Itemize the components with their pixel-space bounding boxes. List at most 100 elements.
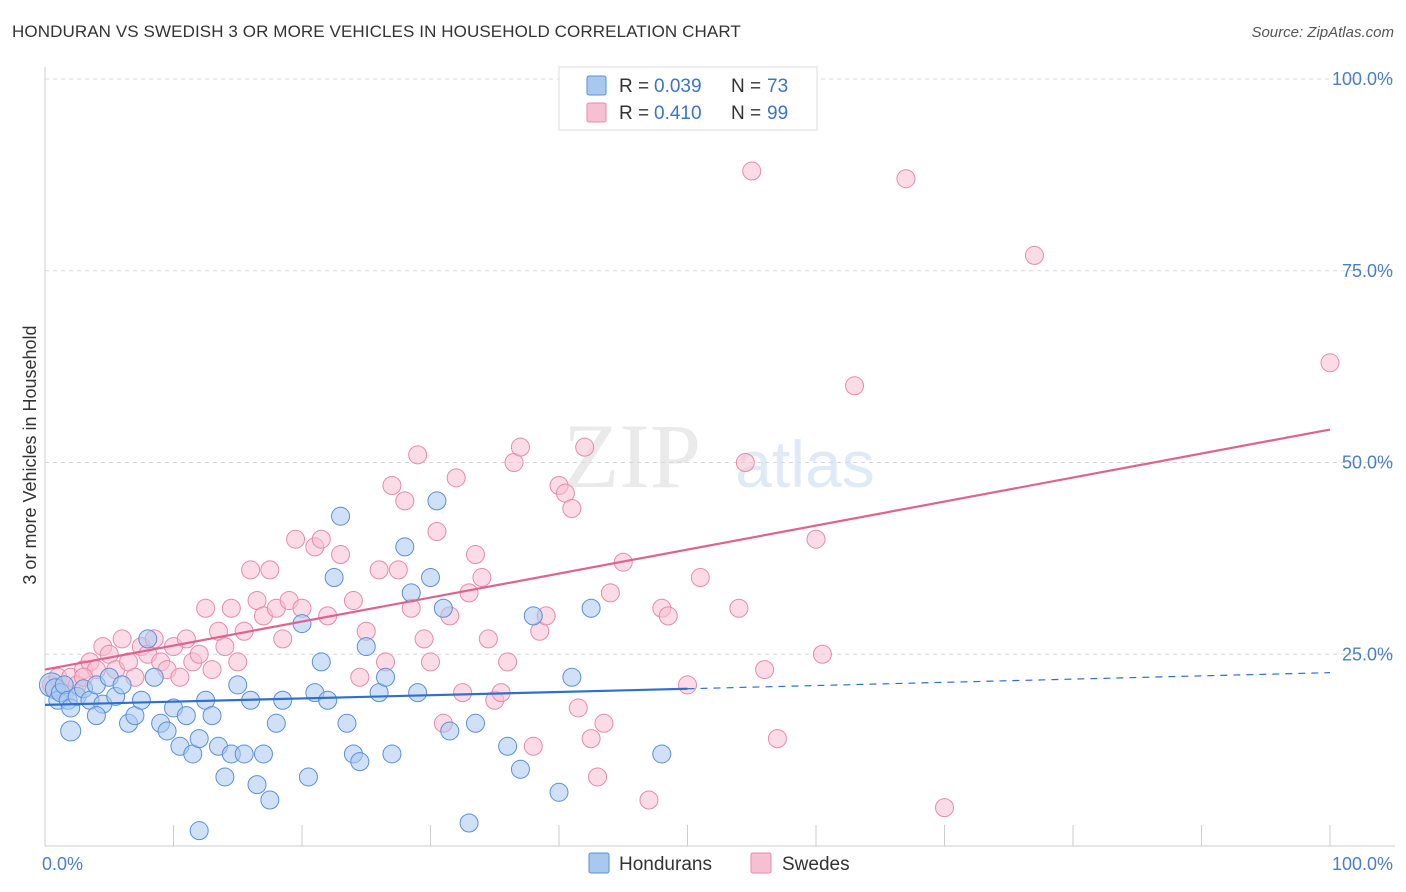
honduran-point [318,690,338,710]
axes [44,67,1395,847]
swede-point [755,660,775,680]
honduran-point [376,667,396,687]
stats-legend: R = 0.039 N = 73 R = 0.410 N = 99 [558,66,818,131]
swede-point [228,652,248,672]
honduran-point [510,759,530,779]
x-tick-labels: 0.0% 100.0% [42,854,1393,874]
swede-point [498,652,518,672]
swede-point [286,529,306,549]
honduran-point [382,744,402,764]
honduran-point [112,675,132,695]
swede-point [581,729,601,749]
y-tick-labels: 25.0% 50.0% 75.0% 100.0% [1332,69,1393,664]
swede-point [459,583,479,603]
hondurans-trend-extension [687,672,1331,690]
swede-point [311,529,331,549]
honduran-point [60,720,82,742]
swede-point [523,736,543,756]
series-legend: Hondurans Swedes [588,852,850,875]
swede-point [241,560,261,580]
swede-point [170,667,190,687]
swede-point [453,683,473,703]
honduran-point [350,752,370,772]
honduran-point [311,652,331,672]
swede-point [690,568,710,588]
swede-point [562,499,582,519]
swede-point [678,675,697,695]
swede-point [588,767,608,787]
swede-point [735,453,755,472]
legend-hondurans-swatch [588,852,610,874]
swede-point [1024,245,1044,265]
honduran-point [395,537,415,557]
swede-point [260,560,280,580]
swede-point [729,598,749,618]
swede-point [806,529,826,549]
honduran-point [433,598,453,618]
honduran-point [260,790,280,810]
swede-point [388,560,408,580]
swedes-r-label: R = [619,103,649,124]
legend-hondurans-label: Hondurans [619,854,712,875]
swede-point [331,545,351,565]
swede-point [478,629,498,649]
y-tick-label: 75.0% [1342,261,1393,281]
honduran-point [337,713,357,733]
honduran-point [652,744,672,764]
swede-point [408,445,428,465]
swede-point [427,522,447,542]
y-axis-label: 3 or more Vehicles in Household [20,325,40,584]
honduran-point [157,721,177,741]
honduran-point [356,637,376,657]
swede-point [112,629,132,649]
hondurans-n-label: N = [731,76,761,97]
hondurans-r-value: 0.039 [654,76,702,97]
swede-point [446,468,466,488]
swedes-n-value: 99 [767,103,788,124]
honduran-point [234,744,254,764]
hondurans-swatch [586,75,607,96]
swedes-n-label: N = [731,103,761,124]
honduran-point [331,506,351,526]
swede-point [189,644,209,664]
swede-point [221,598,241,618]
swedes-swatch [586,102,607,123]
swede-point [202,660,222,680]
watermark: ZIP atlas [563,405,875,507]
swede-point [414,629,434,649]
swede-point [812,644,832,664]
swede-point [600,583,620,603]
honduran-point [298,767,318,787]
swede-point [382,476,402,496]
y-tick-label: 50.0% [1342,453,1393,473]
honduran-point [523,606,543,626]
swede-point [472,568,492,588]
honduran-point [228,675,248,695]
hondurans-trend-line [44,687,688,706]
swede-point [510,437,530,457]
swede-point [369,560,389,580]
honduran-point [498,736,518,756]
honduran-point [189,821,209,841]
honduran-point [176,706,196,726]
honduran-point [427,491,447,511]
trend-lines [44,428,1331,706]
x-tick-label-max: 100.0% [1332,854,1393,874]
honduran-point [247,775,267,795]
honduran-point [144,667,164,687]
swede-point [196,598,216,618]
honduran-point [266,713,286,733]
watermark-atlas: atlas [735,427,874,501]
swede-point [465,545,485,565]
swede-point [845,376,865,396]
swede-point [594,713,614,733]
x-tick-label-min: 0.0% [42,854,83,874]
honduran-point [465,713,485,733]
honduran-point [581,598,601,618]
y-tick-label: 100.0% [1332,69,1393,89]
swedes-trend-line [44,428,1331,671]
honduran-point [562,667,582,687]
swede-point [767,729,787,749]
honduran-point [549,782,569,802]
